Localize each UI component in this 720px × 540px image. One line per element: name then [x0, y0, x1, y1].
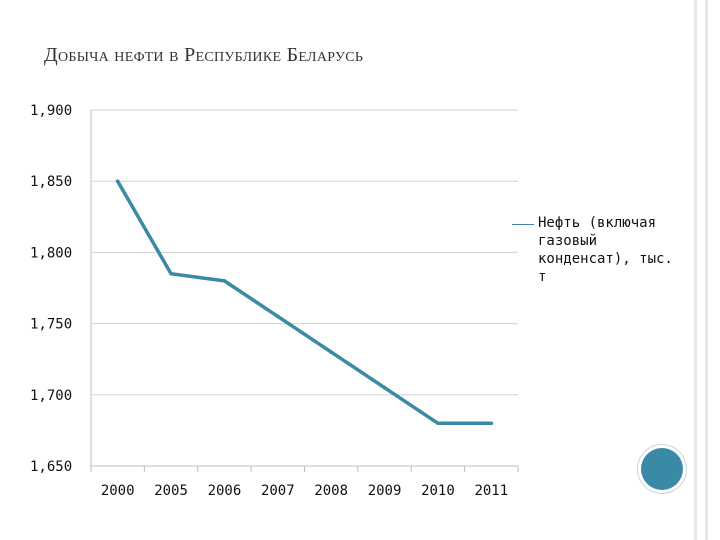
- x-tick-label: 2005: [154, 483, 188, 499]
- series-line: [115, 179, 494, 426]
- data-point: [436, 421, 440, 426]
- data-point: [489, 421, 494, 426]
- data-point: [329, 350, 333, 354]
- data-point: [169, 271, 173, 276]
- y-tick-label: 1,650: [30, 459, 72, 475]
- y-tick-label: 1,800: [30, 245, 72, 261]
- data-point: [222, 279, 227, 283]
- y-tick-label: 1,700: [30, 388, 72, 404]
- decorative-border: [705, 0, 708, 540]
- data-point: [382, 385, 387, 390]
- data-point: [276, 314, 280, 319]
- x-tick-label: 2007: [261, 483, 295, 499]
- x-tick-label: 2008: [314, 483, 348, 499]
- decorative-circle: [641, 448, 683, 490]
- slide-title: Добыча нефти в Республике Беларусь: [44, 44, 364, 66]
- x-tick-label: 2009: [368, 483, 402, 499]
- data-point: [115, 179, 120, 183]
- y-tick-label: 1,900: [30, 103, 72, 119]
- y-tick-label: 1,850: [30, 174, 72, 190]
- x-tick-label: 2010: [421, 483, 455, 499]
- legend-series-label: Нефть (включая газовый конденсат), тыс. …: [538, 215, 673, 285]
- y-tick-label: 1,750: [30, 317, 72, 333]
- x-tick-label: 2006: [208, 483, 242, 499]
- x-tick-label: 2011: [474, 483, 508, 499]
- decorative-border: [694, 0, 697, 540]
- legend-series-swatch: [512, 224, 534, 225]
- x-tick-label: 2000: [101, 483, 135, 499]
